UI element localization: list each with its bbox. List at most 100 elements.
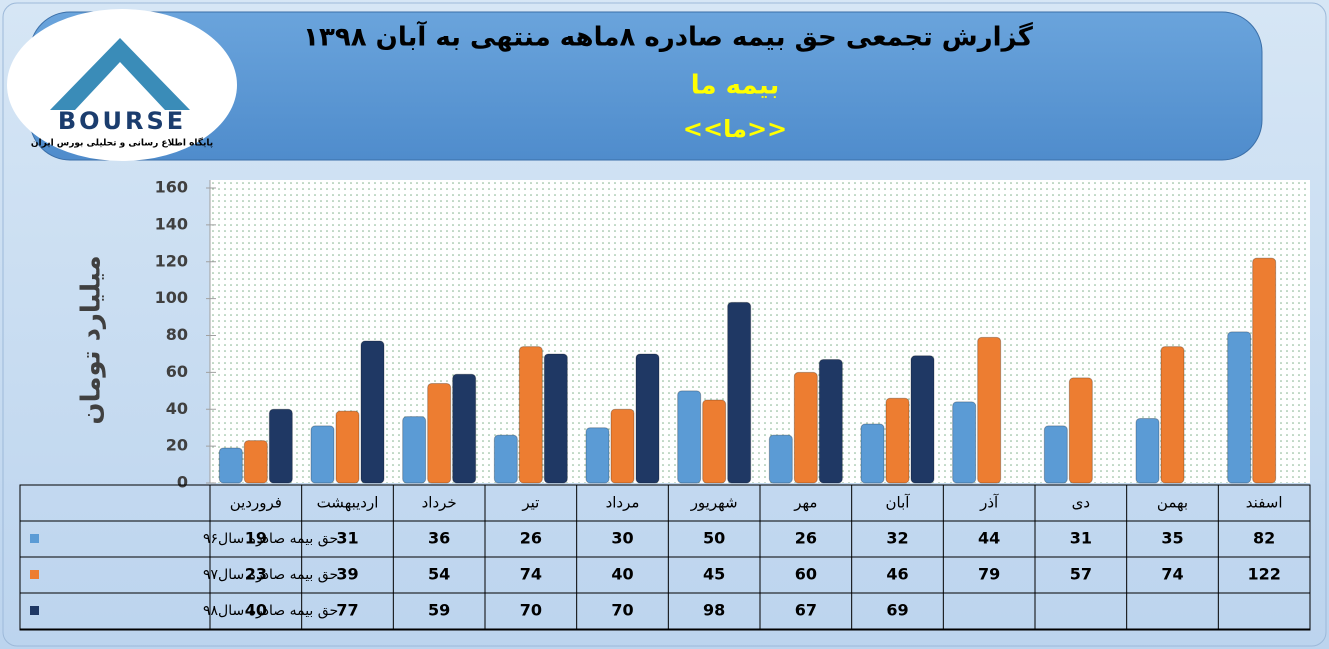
y-tick-label: 140 <box>155 214 188 233</box>
bar <box>727 301 752 484</box>
x-tick-label: دی <box>1072 494 1090 512</box>
y-tick-label: 40 <box>166 399 188 418</box>
logo-name: BOURSE <box>58 107 186 135</box>
bar <box>952 401 977 484</box>
table-value: 30 <box>611 529 633 548</box>
table-value: 44 <box>978 529 1000 548</box>
bar <box>977 336 1002 484</box>
bar <box>1135 417 1160 484</box>
table-value: 70 <box>611 601 633 620</box>
y-tick-label: 60 <box>166 362 188 381</box>
table-value: 31 <box>1070 529 1092 548</box>
table-value: 98 <box>703 601 725 620</box>
x-tick-label: مرداد <box>606 494 640 512</box>
legend-label: حق بیمه صادره سال۹۷ <box>203 567 338 583</box>
legend-swatch <box>30 570 39 579</box>
table-value: 77 <box>336 601 358 620</box>
bar <box>610 408 635 484</box>
table-value: 74 <box>1161 565 1183 584</box>
bar <box>243 440 268 484</box>
table-value: 69 <box>886 601 908 620</box>
bar <box>768 434 793 484</box>
table-value: 82 <box>1253 529 1275 548</box>
bar <box>793 371 818 484</box>
table-value: 36 <box>428 529 450 548</box>
table-value: 79 <box>978 565 1000 584</box>
bar <box>360 340 385 484</box>
bar <box>635 353 660 484</box>
bar <box>702 399 727 484</box>
x-tick-label: مهر <box>793 494 817 512</box>
bar <box>677 390 702 484</box>
y-axis-title: میلیارد تومان <box>77 255 107 424</box>
bar <box>585 427 610 484</box>
legend-label: حق بیمه صادره سال۹۶ <box>203 531 338 547</box>
bar <box>1227 331 1252 484</box>
chart-subtitle: بیمه ما <box>691 71 780 101</box>
x-tick-label: خرداد <box>422 494 457 512</box>
x-tick-label: اسفند <box>1246 494 1283 512</box>
logo-tagline: پایگاه اطلاع رسانی و تحلیلی بورس ایران <box>31 137 213 149</box>
logo-bg <box>7 9 237 161</box>
bar <box>860 423 885 484</box>
table-value: 40 <box>611 565 633 584</box>
table-value: 46 <box>886 565 908 584</box>
table-value: 59 <box>428 601 450 620</box>
table-value: 39 <box>336 565 358 584</box>
bar <box>1068 377 1093 484</box>
y-tick-label: 0 <box>177 473 188 492</box>
y-tick-label: 160 <box>155 178 188 197</box>
bar <box>910 355 935 484</box>
x-tick-label: شهریور <box>690 494 738 512</box>
table-value: 26 <box>795 529 817 548</box>
bar <box>218 447 243 484</box>
bar <box>543 353 568 484</box>
legend-swatch <box>30 606 39 615</box>
bar <box>885 397 910 484</box>
logo: BOURSE پایگاه اطلاع رسانی و تحلیلی بورس … <box>7 9 237 161</box>
bar <box>268 408 293 484</box>
table-value: 54 <box>428 565 450 584</box>
table-value: 60 <box>795 565 817 584</box>
table-value: 50 <box>703 529 725 548</box>
table-value: 57 <box>1070 565 1092 584</box>
bar <box>402 416 427 484</box>
chart-title: گزارش تجمعی حق بیمه صادره ۸ماهه منتهی به… <box>303 21 1034 53</box>
bar <box>493 434 518 484</box>
bar <box>452 373 477 484</box>
y-tick-label: 100 <box>155 288 188 307</box>
x-tick-label: فروردین <box>230 494 282 512</box>
legend-label: حق بیمه صادره سال۹۸ <box>203 603 338 619</box>
bar <box>1043 425 1068 484</box>
y-tick-label: 120 <box>155 251 188 270</box>
bar <box>335 410 360 484</box>
table-value: 122 <box>1247 565 1280 584</box>
chart-subtitle-2: <<ما>> <box>683 115 787 143</box>
bar <box>1252 257 1277 484</box>
x-tick-label: آذر <box>979 494 999 512</box>
bar <box>310 425 335 484</box>
table-value: 40 <box>245 601 267 620</box>
table-value: 70 <box>520 601 542 620</box>
table-value: 74 <box>520 565 542 584</box>
bar <box>818 358 843 484</box>
table-value: 31 <box>336 529 358 548</box>
logo-shape <box>50 38 190 110</box>
x-tick-label: آبان <box>886 494 911 512</box>
table-value: 23 <box>245 565 267 584</box>
y-tick-label: 80 <box>166 325 188 344</box>
legend-swatch <box>30 534 39 543</box>
x-tick-label: اردیبهشت <box>317 494 379 512</box>
bar <box>518 346 543 484</box>
plot-area <box>210 180 1310 483</box>
table-value: 35 <box>1161 529 1183 548</box>
table-value: 67 <box>795 601 817 620</box>
x-tick-label: تیر <box>521 494 539 512</box>
table-value: 32 <box>886 529 908 548</box>
table-value: 45 <box>703 565 725 584</box>
y-tick-label: 20 <box>166 436 188 455</box>
x-tick-label: بهمن <box>1157 494 1188 512</box>
table-value: 26 <box>520 529 542 548</box>
